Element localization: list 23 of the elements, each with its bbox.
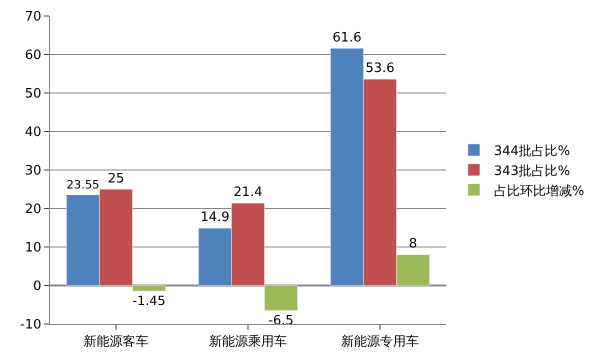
x-tick-label: 新能源乘用车 [209, 334, 287, 350]
y-tick-label: 30 [24, 164, 42, 179]
y-tick-label: 10 [24, 240, 42, 256]
legend-label: 占比环比增减% [494, 184, 584, 199]
y-tick-label: 50 [24, 86, 42, 102]
y-tick-label: 20 [24, 202, 42, 218]
data-label: 53.6 [366, 61, 394, 76]
y-tick-label: 60 [24, 48, 42, 64]
data-label: 14.9 [200, 210, 230, 226]
y-tick-label: 70 [24, 10, 42, 25]
data-label: -1.45 [132, 294, 166, 309]
y-tick-label: 0 [33, 279, 42, 294]
data-label: 25 [108, 171, 124, 186]
legend-label: 344批占比% [494, 144, 570, 160]
data-label: 23.55 [66, 177, 100, 192]
legend-label: 343批占比% [494, 164, 570, 179]
data-label: 8 [408, 236, 418, 252]
x-tick-label: 新能源专用车 [341, 334, 419, 350]
x-tick-label: 新能源客车 [84, 334, 148, 350]
y-tick-label: -10 [20, 318, 42, 333]
data-label: 21.4 [234, 185, 262, 200]
data-label: 61.6 [332, 30, 362, 46]
y-tick-label: 40 [24, 125, 42, 140]
